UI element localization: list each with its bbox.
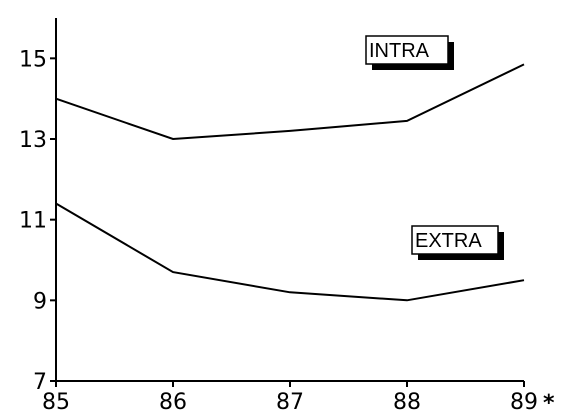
x-axis-ticks: 85 86 87 88 89 [42, 381, 538, 414]
x-tick-label: 87 [276, 390, 304, 414]
y-tick-label: 11 [19, 209, 47, 234]
footnote-marker: * [543, 391, 555, 414]
x-tick-label: 86 [159, 390, 187, 414]
label-text: EXTRA [415, 230, 482, 252]
label-text: INTRA [369, 40, 430, 62]
y-tick-label: 15 [19, 47, 47, 72]
x-tick-label: 88 [393, 390, 421, 414]
label-box [365, 35, 449, 65]
y-tick-label: 7 [33, 370, 47, 395]
y-tick-label: 13 [19, 128, 47, 153]
y-axis-ticks: 7 9 11 13 15 [19, 47, 56, 395]
series-labels: INTRA EXTRA [365, 35, 504, 260]
series-line-intra [55, 63, 525, 141]
axes [55, 18, 524, 382]
y-tick-label: 9 [33, 289, 47, 314]
series-lines [55, 63, 525, 302]
x-tick-label: 85 [42, 390, 70, 414]
label-box [411, 225, 499, 255]
label-intra: INTRA [365, 35, 454, 70]
series-line-extra [55, 202, 525, 302]
x-tick-label: 89 [510, 390, 538, 414]
label-extra: EXTRA [411, 225, 504, 260]
